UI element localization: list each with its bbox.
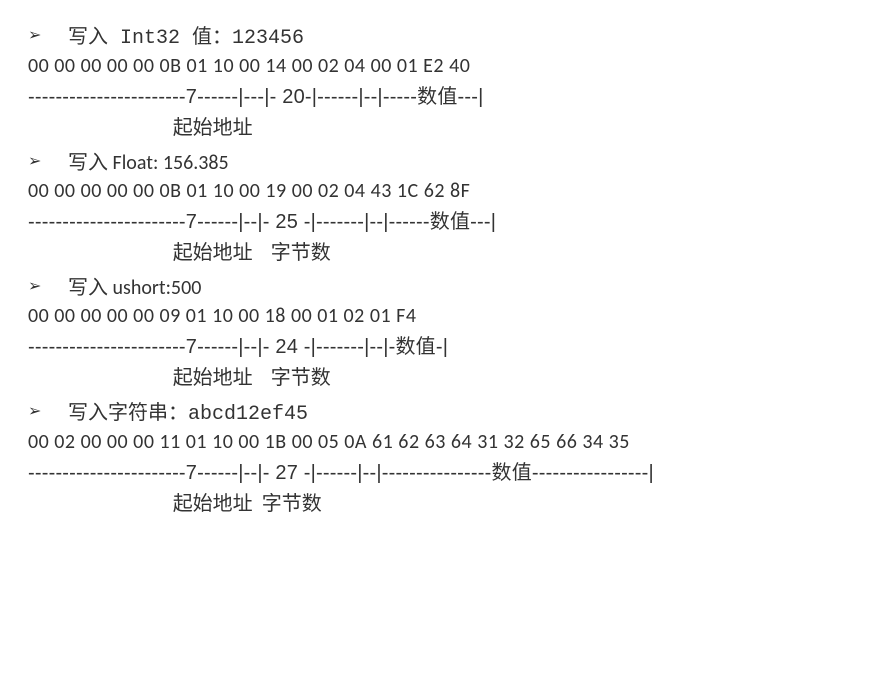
section-string: ➢ 写入字符串：abcd12ef45 00 02 00 00 00 11 01 … <box>28 396 842 516</box>
bullet-icon: ➢ <box>28 25 46 45</box>
section-float: ➢ 写入 Float: 156.385 00 00 00 00 00 0B 01… <box>28 146 842 265</box>
section-heading: 写入 Float: 156.385 <box>68 146 229 175</box>
section-heading: 写入 Int32 值：123456 <box>68 20 304 50</box>
bullet-icon: ➢ <box>28 401 46 421</box>
bullet-line: ➢ 写入 Float: 156.385 <box>28 146 842 175</box>
field-labels: 起始地址 <box>28 111 842 140</box>
section-int32: ➢ 写入 Int32 值：123456 00 00 00 00 00 0B 01… <box>28 20 842 140</box>
section-heading: 写入字符串：abcd12ef45 <box>68 396 308 426</box>
ruler-line: -----------------------7------|--|- 25 -… <box>28 205 842 234</box>
bullet-icon: ➢ <box>28 276 46 296</box>
bullet-icon: ➢ <box>28 151 46 171</box>
field-labels: 起始地址 字节数 <box>28 236 842 265</box>
field-labels: 起始地址 字节数 <box>28 487 842 516</box>
hex-bytes: 00 00 00 00 00 0B 01 10 00 19 00 02 04 4… <box>28 179 842 203</box>
section-ushort: ➢ 写入 ushort:500 00 00 00 00 00 09 01 10 … <box>28 271 842 390</box>
section-heading: 写入 ushort:500 <box>68 271 201 300</box>
hex-bytes: 00 00 00 00 00 0B 01 10 00 14 00 02 04 0… <box>28 54 842 78</box>
ruler-line: -----------------------7------|--|- 24 -… <box>28 330 842 359</box>
bullet-line: ➢ 写入 ushort:500 <box>28 271 842 300</box>
hex-bytes: 00 02 00 00 00 11 01 10 00 1B 00 05 0A 6… <box>28 430 842 454</box>
bullet-line: ➢ 写入字符串：abcd12ef45 <box>28 396 842 426</box>
field-labels: 起始地址 字节数 <box>28 361 842 390</box>
bullet-line: ➢ 写入 Int32 值：123456 <box>28 20 842 50</box>
hex-bytes: 00 00 00 00 00 09 01 10 00 18 00 01 02 0… <box>28 304 842 328</box>
ruler-line: -----------------------7------|--|- 27 -… <box>28 456 842 485</box>
ruler-line: -----------------------7------|---|- 20-… <box>28 80 842 109</box>
